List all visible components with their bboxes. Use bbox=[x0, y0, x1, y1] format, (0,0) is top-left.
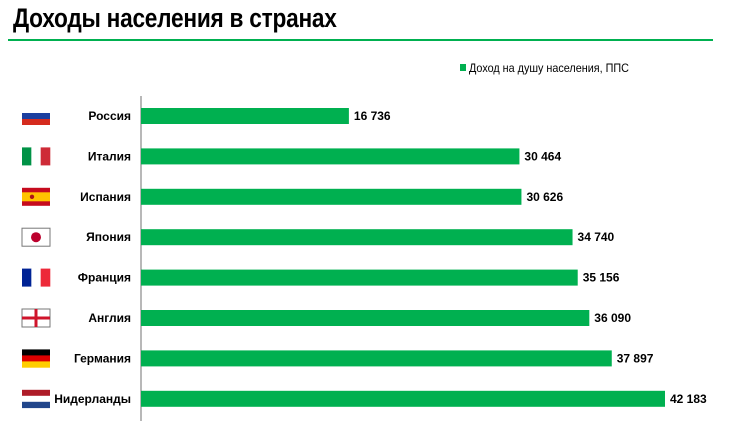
bar bbox=[141, 350, 612, 367]
bar bbox=[141, 229, 573, 246]
germany-flag-icon bbox=[22, 349, 50, 368]
japan-flag-icon bbox=[21, 227, 51, 247]
value-label: 30 626 bbox=[526, 190, 563, 204]
page-title: Доходы населения в странах bbox=[13, 3, 337, 33]
value-label: 37 897 bbox=[617, 351, 654, 365]
category-label: Германия bbox=[74, 351, 131, 365]
bar bbox=[141, 188, 522, 205]
france-flag-icon bbox=[22, 268, 51, 287]
category-label: Франция bbox=[78, 271, 131, 285]
category-label: Италия bbox=[88, 149, 131, 163]
category-label: Англия bbox=[88, 311, 131, 325]
value-label: 42 183 bbox=[670, 392, 707, 406]
value-label: 16 736 bbox=[354, 109, 391, 123]
spain-flag-icon bbox=[22, 187, 50, 206]
bar bbox=[141, 310, 590, 326]
bar bbox=[141, 269, 578, 286]
category-label: Россия bbox=[88, 109, 131, 123]
netherlands-flag-icon bbox=[22, 389, 50, 409]
value-label: 30 464 bbox=[524, 149, 561, 163]
bar bbox=[141, 390, 665, 407]
bar bbox=[141, 108, 349, 124]
italy-flag-icon bbox=[22, 147, 51, 166]
legend-swatch bbox=[460, 64, 466, 71]
bar bbox=[141, 148, 520, 165]
title-divider bbox=[8, 39, 713, 41]
value-label: 35 156 bbox=[583, 271, 620, 285]
category-label: Нидерланды bbox=[54, 392, 131, 406]
value-label: 36 090 bbox=[594, 311, 631, 325]
legend-label: Доход на душу населения, ППС bbox=[469, 61, 629, 75]
russia-flag-icon bbox=[22, 108, 50, 125]
legend: Доход на душу населения, ППС bbox=[460, 61, 647, 75]
england-flag-icon bbox=[21, 308, 51, 328]
category-label: Испания bbox=[80, 190, 131, 204]
value-label: 34 740 bbox=[578, 230, 615, 244]
category-label: Япония bbox=[86, 230, 131, 244]
